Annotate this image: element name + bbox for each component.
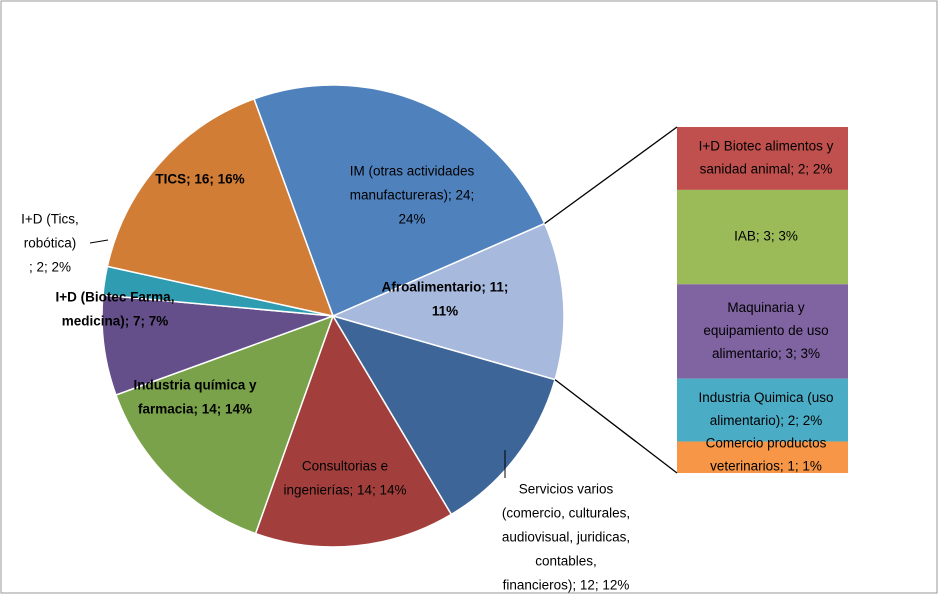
data-label: Servicios varios <box>519 482 614 497</box>
data-label: Afroalimentario; 11; <box>382 280 509 295</box>
bar-label: equipamiento de uso <box>703 323 828 338</box>
data-label: farmacia; 14; 14% <box>138 402 252 417</box>
data-label: Industria química y <box>133 378 257 393</box>
connector-line <box>544 126 678 225</box>
data-label: ingenierías; 14; 14% <box>283 483 406 498</box>
data-label: 24% <box>398 212 425 227</box>
bar-segment <box>677 189 848 285</box>
data-label: ; 2; 2% <box>29 260 71 275</box>
data-label: TICS; 16; 16% <box>155 172 244 187</box>
bar-label: Industria Quimica (uso <box>698 390 833 405</box>
data-label: I+D (Tics, <box>21 212 79 227</box>
pie-slice <box>106 97 335 318</box>
data-label: 11% <box>432 304 458 319</box>
bar-label: veterinarios; 1; 1% <box>710 458 822 473</box>
bar-label: alimentario; 3; 3% <box>712 346 820 361</box>
bar-label: Comercio productos <box>706 435 827 450</box>
bar-label: I+D Biotec alimentos y <box>699 139 834 154</box>
data-label: medicina); 7; 7% <box>62 314 169 329</box>
bar-label: IAB; 3; 3% <box>734 229 798 244</box>
connector-line <box>554 379 678 474</box>
bar-label: sanidad animal; 2; 2% <box>700 162 833 177</box>
data-label: audiovisual, juridicas, <box>502 530 630 545</box>
data-label: contables, <box>535 554 597 569</box>
data-label: Consultorias e <box>302 459 388 474</box>
bar-segment <box>677 441 848 473</box>
pie-slice <box>253 84 546 318</box>
bar-segment <box>677 378 848 442</box>
data-label: I+D (Biotec Farma, <box>56 290 175 305</box>
bar-label: Maquinaria y <box>727 300 805 315</box>
pie-slice <box>101 294 334 396</box>
bar-segment <box>677 127 848 190</box>
pie-slice <box>330 222 565 381</box>
bar-segment <box>677 284 848 379</box>
data-label: robótica) <box>24 236 77 251</box>
data-label: IM (otras actividades <box>350 164 475 179</box>
leader-line <box>89 239 109 244</box>
pie-slice <box>254 314 453 548</box>
data-label: financieros); 12; 12% <box>503 578 630 593</box>
bar-label: alimentario); 2; 2% <box>710 413 823 428</box>
pie-slice <box>114 314 335 535</box>
data-label: (comercio, culturales, <box>502 506 630 521</box>
data-label: manufactureras); 24; <box>350 188 475 203</box>
pie-slice <box>331 314 556 516</box>
